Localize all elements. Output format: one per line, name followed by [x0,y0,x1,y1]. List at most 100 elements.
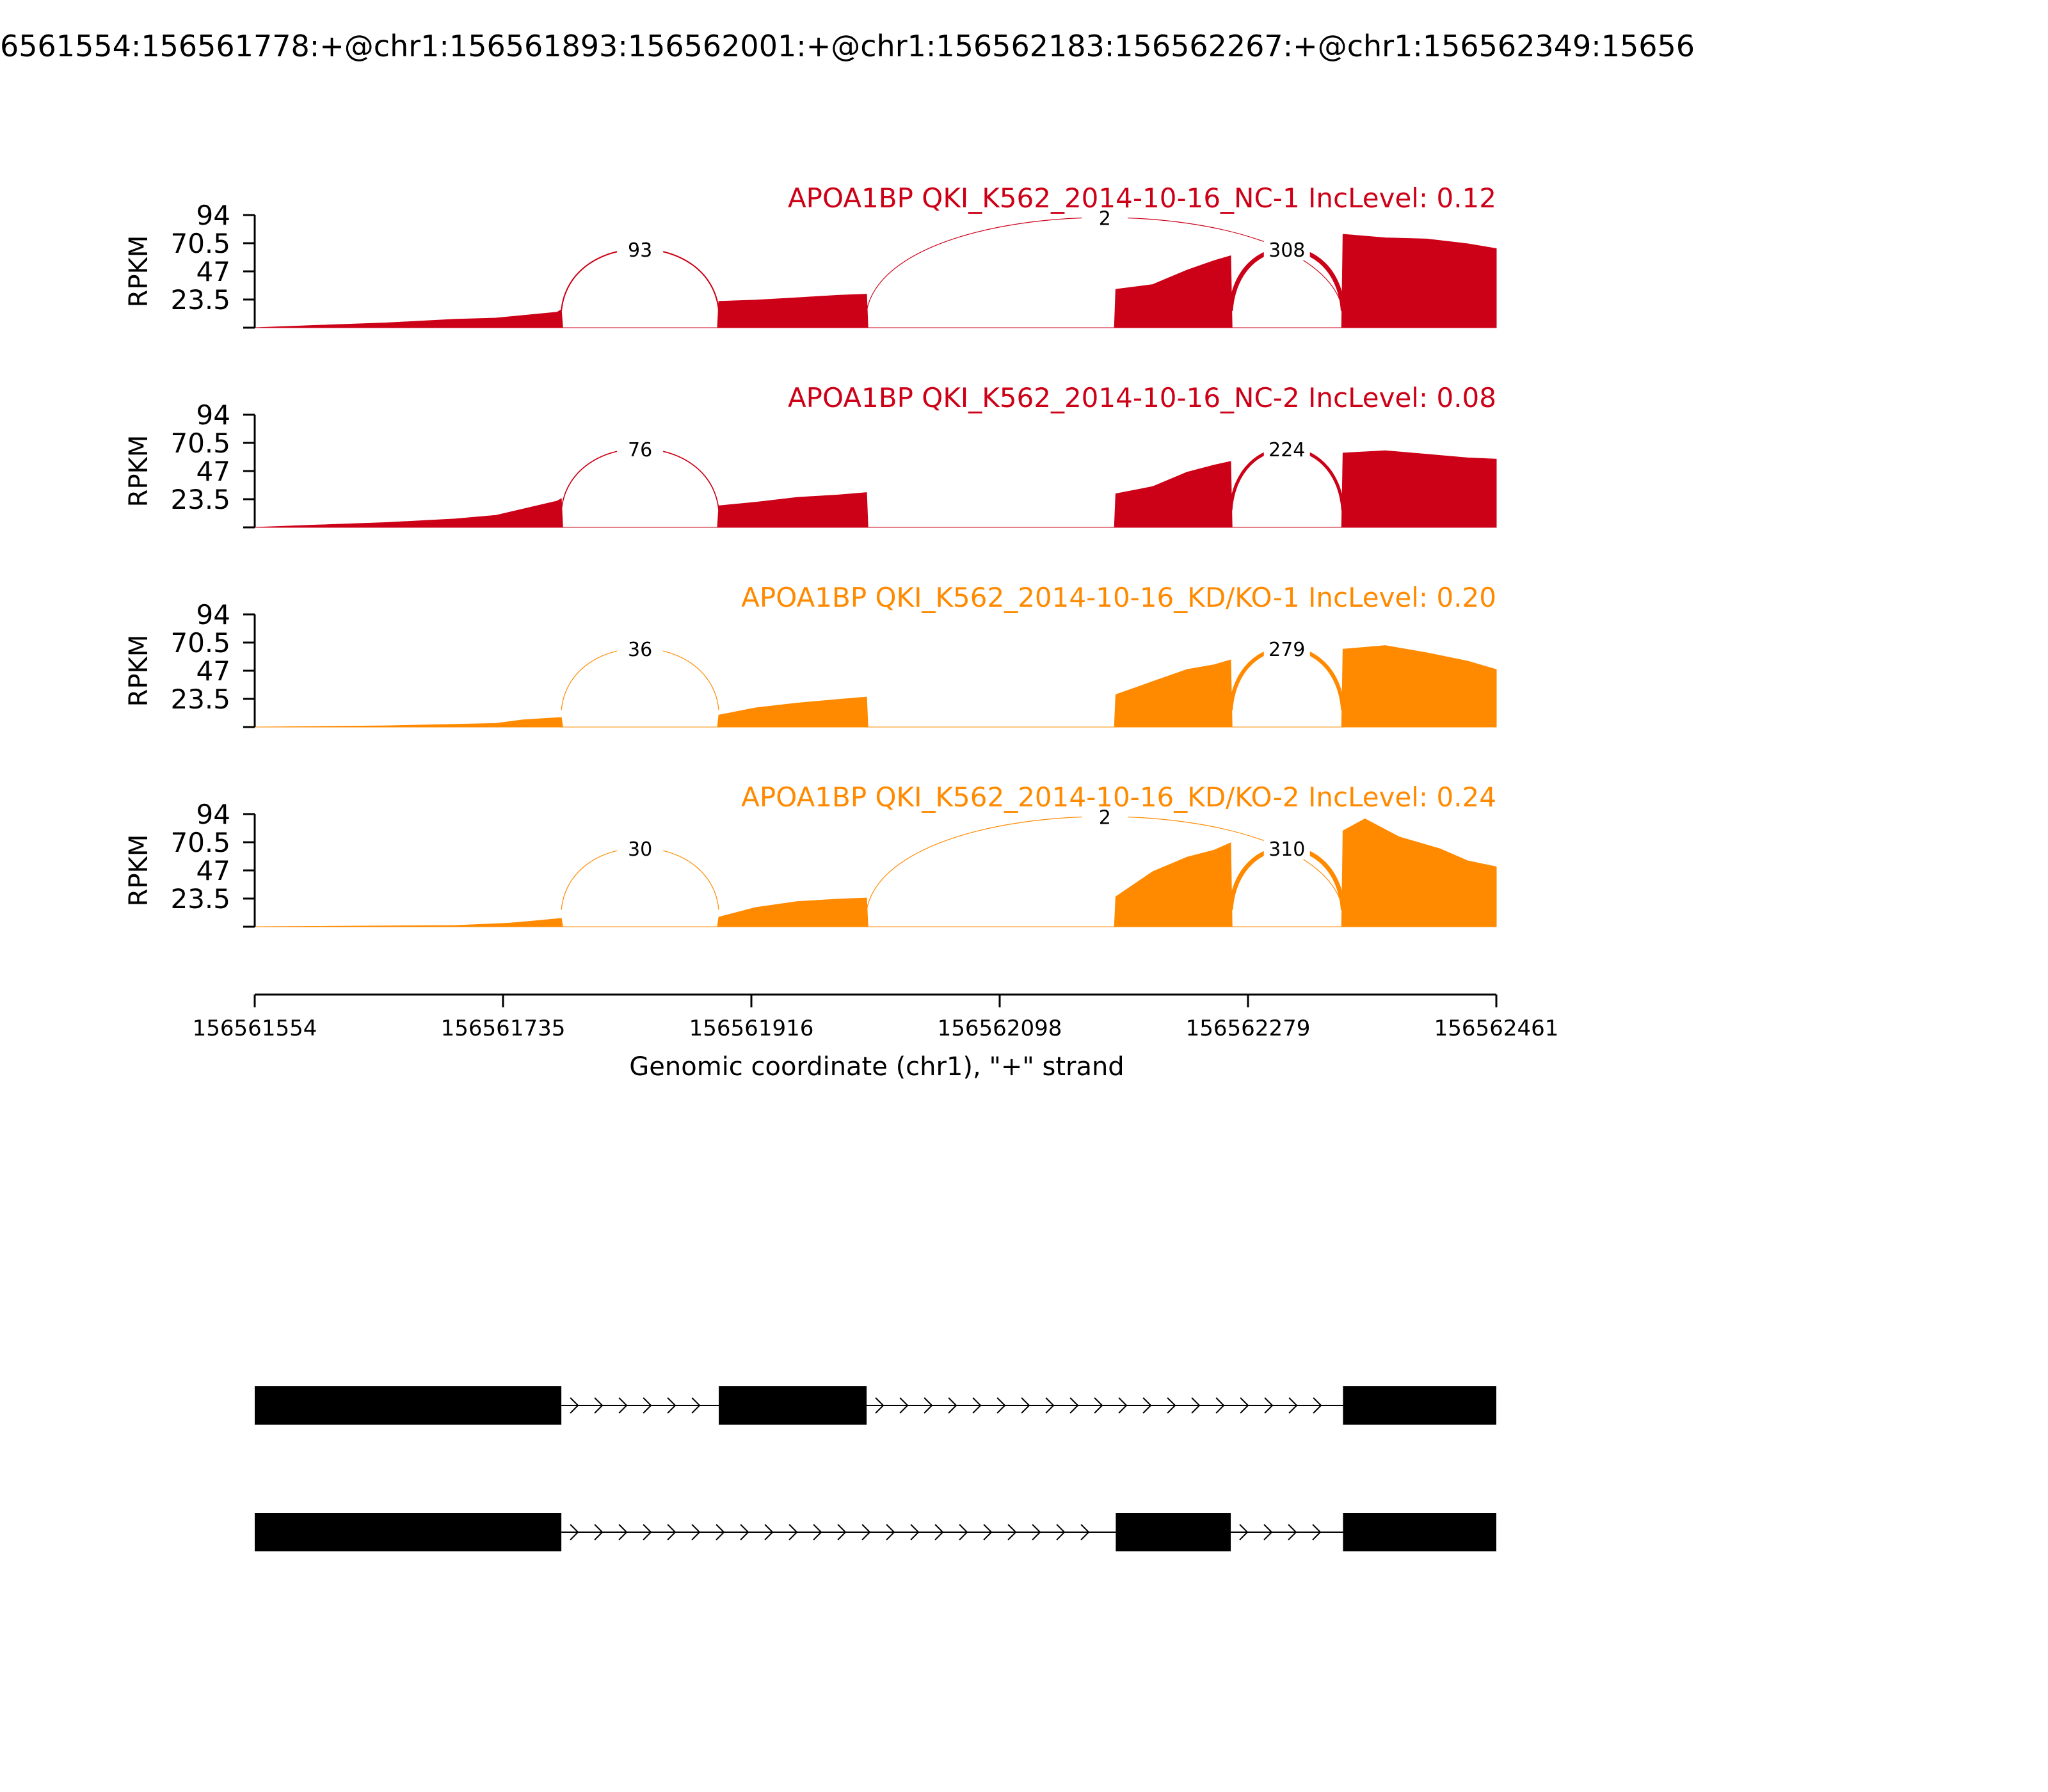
y-tick-label: 94 [196,200,230,231]
strand-arrow [1167,1397,1176,1414]
y-tick-label: 47 [196,855,230,886]
strand-arrow [667,1524,676,1540]
strand-arrow [1215,1397,1225,1414]
strand-arrow [1021,1397,1030,1414]
x-tick-label: 156562279 [1186,1016,1311,1041]
strand-arrow [594,1524,604,1540]
y-tick-label: 94 [196,799,230,830]
x-axis-label: Genomic coordinate (chr1), "+" strand [629,1052,1124,1082]
strand-arrow [886,1524,895,1540]
strand-arrow [996,1397,1006,1414]
x-axis: 156561554 156561735 156561916 156562098 1565… [193,993,1558,1041]
junction-count-bg [617,236,664,260]
strand-arrow [837,1524,847,1540]
y-tick-label: 70.5 [170,827,230,858]
strand-arrow [1056,1524,1066,1540]
exon-block [719,1386,867,1425]
strand-arrow [1239,1524,1249,1540]
junction-count: 2 [1099,208,1111,230]
junction-count: 93 [628,239,652,262]
strand-arrow [1288,1524,1297,1540]
strand-arrow [691,1524,701,1540]
strand-arrow [594,1397,604,1414]
strand-arrow [924,1397,933,1414]
strand-arrow [972,1397,982,1414]
junction-count-bg [617,435,664,460]
y-tick-label: 47 [196,456,230,487]
y-tick-label: 70.5 [170,627,230,659]
y-axis-label: RPKM [124,435,154,508]
junction-count: 76 [628,439,652,461]
coverage-area [254,450,1497,528]
junction-count-bg [617,635,664,660]
strand-arrow [618,1524,628,1540]
strand-arrow [948,1397,957,1414]
y-tick-label: 23.5 [170,684,230,715]
junction-arc [866,816,1343,910]
y-tick-label: 23.5 [170,284,230,316]
sample-label: APOA1BP QKI_K562_2014-10-16_NC-2 IncLeve… [788,382,1496,413]
exon-block [1343,1513,1496,1551]
strand-arrow [740,1524,749,1540]
exon-block [255,1386,562,1425]
coverage-area [254,234,1497,328]
strand-arrow [1142,1397,1152,1414]
isoform [255,1513,1496,1551]
y-axis-label: RPKM [124,236,154,308]
strand-arrow [788,1524,798,1540]
junction-count-bg [1082,803,1128,828]
strand-arrow [1118,1397,1128,1414]
junction-count: 2 [1099,807,1111,829]
junction-count-bg [1263,835,1310,860]
strand-arrow [716,1524,725,1540]
y-tick-label: 70.5 [170,228,230,259]
y-tick-label: 47 [196,256,230,287]
strand-arrow [643,1524,652,1540]
strand-arrow [1032,1524,1041,1540]
exon-block [1116,1513,1231,1551]
junction-count: 279 [1268,639,1305,661]
junction-count-bg [1082,204,1128,229]
isoform [255,1386,1496,1425]
strand-arrow [1313,1397,1322,1414]
y-axis-label: RPKM [124,635,154,707]
strand-arrow [1263,1524,1273,1540]
coverage-area [254,818,1497,927]
junction-count: 30 [628,838,652,861]
strand-arrow [764,1524,774,1540]
y-tick-label: 47 [196,655,230,687]
strand-arrow [570,1397,579,1414]
strand-arrow [618,1397,628,1414]
junction-count: 224 [1268,439,1305,461]
y-tick-label: 94 [196,399,230,431]
strand-arrow [643,1397,652,1414]
x-tick-label: 156561554 [193,1016,317,1041]
strand-arrow [934,1524,944,1540]
junction-count-bg [1263,435,1310,460]
exon-block [255,1513,562,1551]
isoform-track [255,1386,1496,1551]
strand-arrow [1045,1397,1055,1414]
strand-arrow [1007,1524,1017,1540]
strand-arrow [570,1524,579,1540]
strand-arrow [1288,1397,1298,1414]
strand-arrow [1312,1524,1322,1540]
exon-block [1343,1386,1496,1425]
coverage-area [254,645,1497,728]
sample-label: APOA1BP QKI_K562_2014-10-16_KD/KO-2 IncL… [741,781,1496,813]
strand-arrow [667,1397,676,1414]
strand-arrow [813,1524,822,1540]
strand-arrow [691,1397,701,1414]
y-tick-label: 70.5 [170,428,230,459]
x-tick-label: 156561735 [441,1016,566,1041]
y-axis-label: RPKM [124,835,154,907]
strand-arrow [1191,1397,1201,1414]
strand-arrow [910,1524,920,1540]
strand-arrow [1069,1397,1079,1414]
junction-count: 310 [1268,838,1305,861]
strand-arrow [861,1524,871,1540]
x-tick-label: 156561916 [689,1016,814,1041]
